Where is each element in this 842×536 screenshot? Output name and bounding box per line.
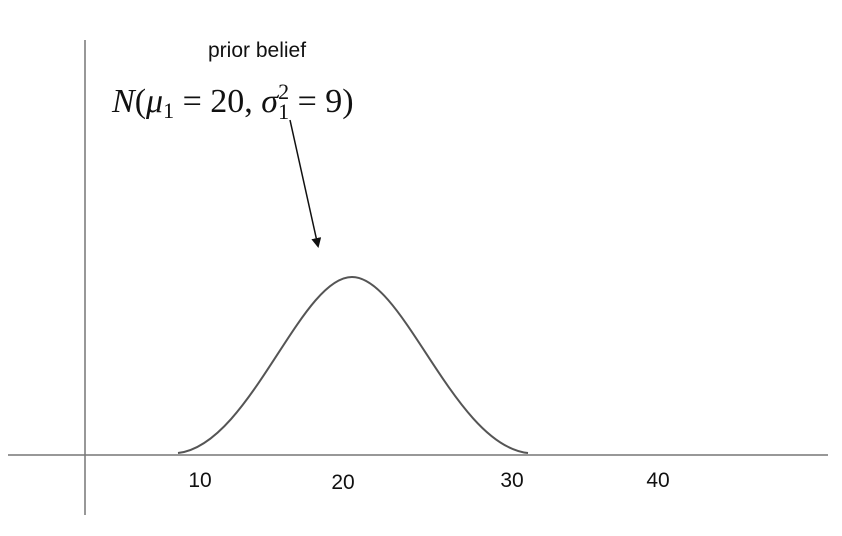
formula-part: 2 — [278, 79, 289, 104]
arrow — [289, 119, 322, 248]
annotation-label: prior belief — [208, 39, 306, 62]
formula-part: 1 — [278, 99, 289, 124]
x-label: 40 — [646, 469, 669, 492]
x-label: 30 — [500, 469, 523, 492]
normal-curve — [177, 275, 529, 454]
formula-part: 1 — [163, 98, 174, 123]
formula-part: ( — [135, 83, 146, 120]
x-label: 20 — [331, 471, 354, 494]
formula-part: σ — [261, 83, 279, 120]
x-label: 10 — [188, 469, 211, 492]
formula-part: N — [111, 83, 137, 120]
formula-part: = 20, — [174, 83, 261, 120]
formula: N(μ1 = 20, σ12 = 9) — [111, 79, 354, 124]
formula-part: = 9) — [289, 83, 354, 120]
formula-part: μ — [145, 83, 163, 120]
